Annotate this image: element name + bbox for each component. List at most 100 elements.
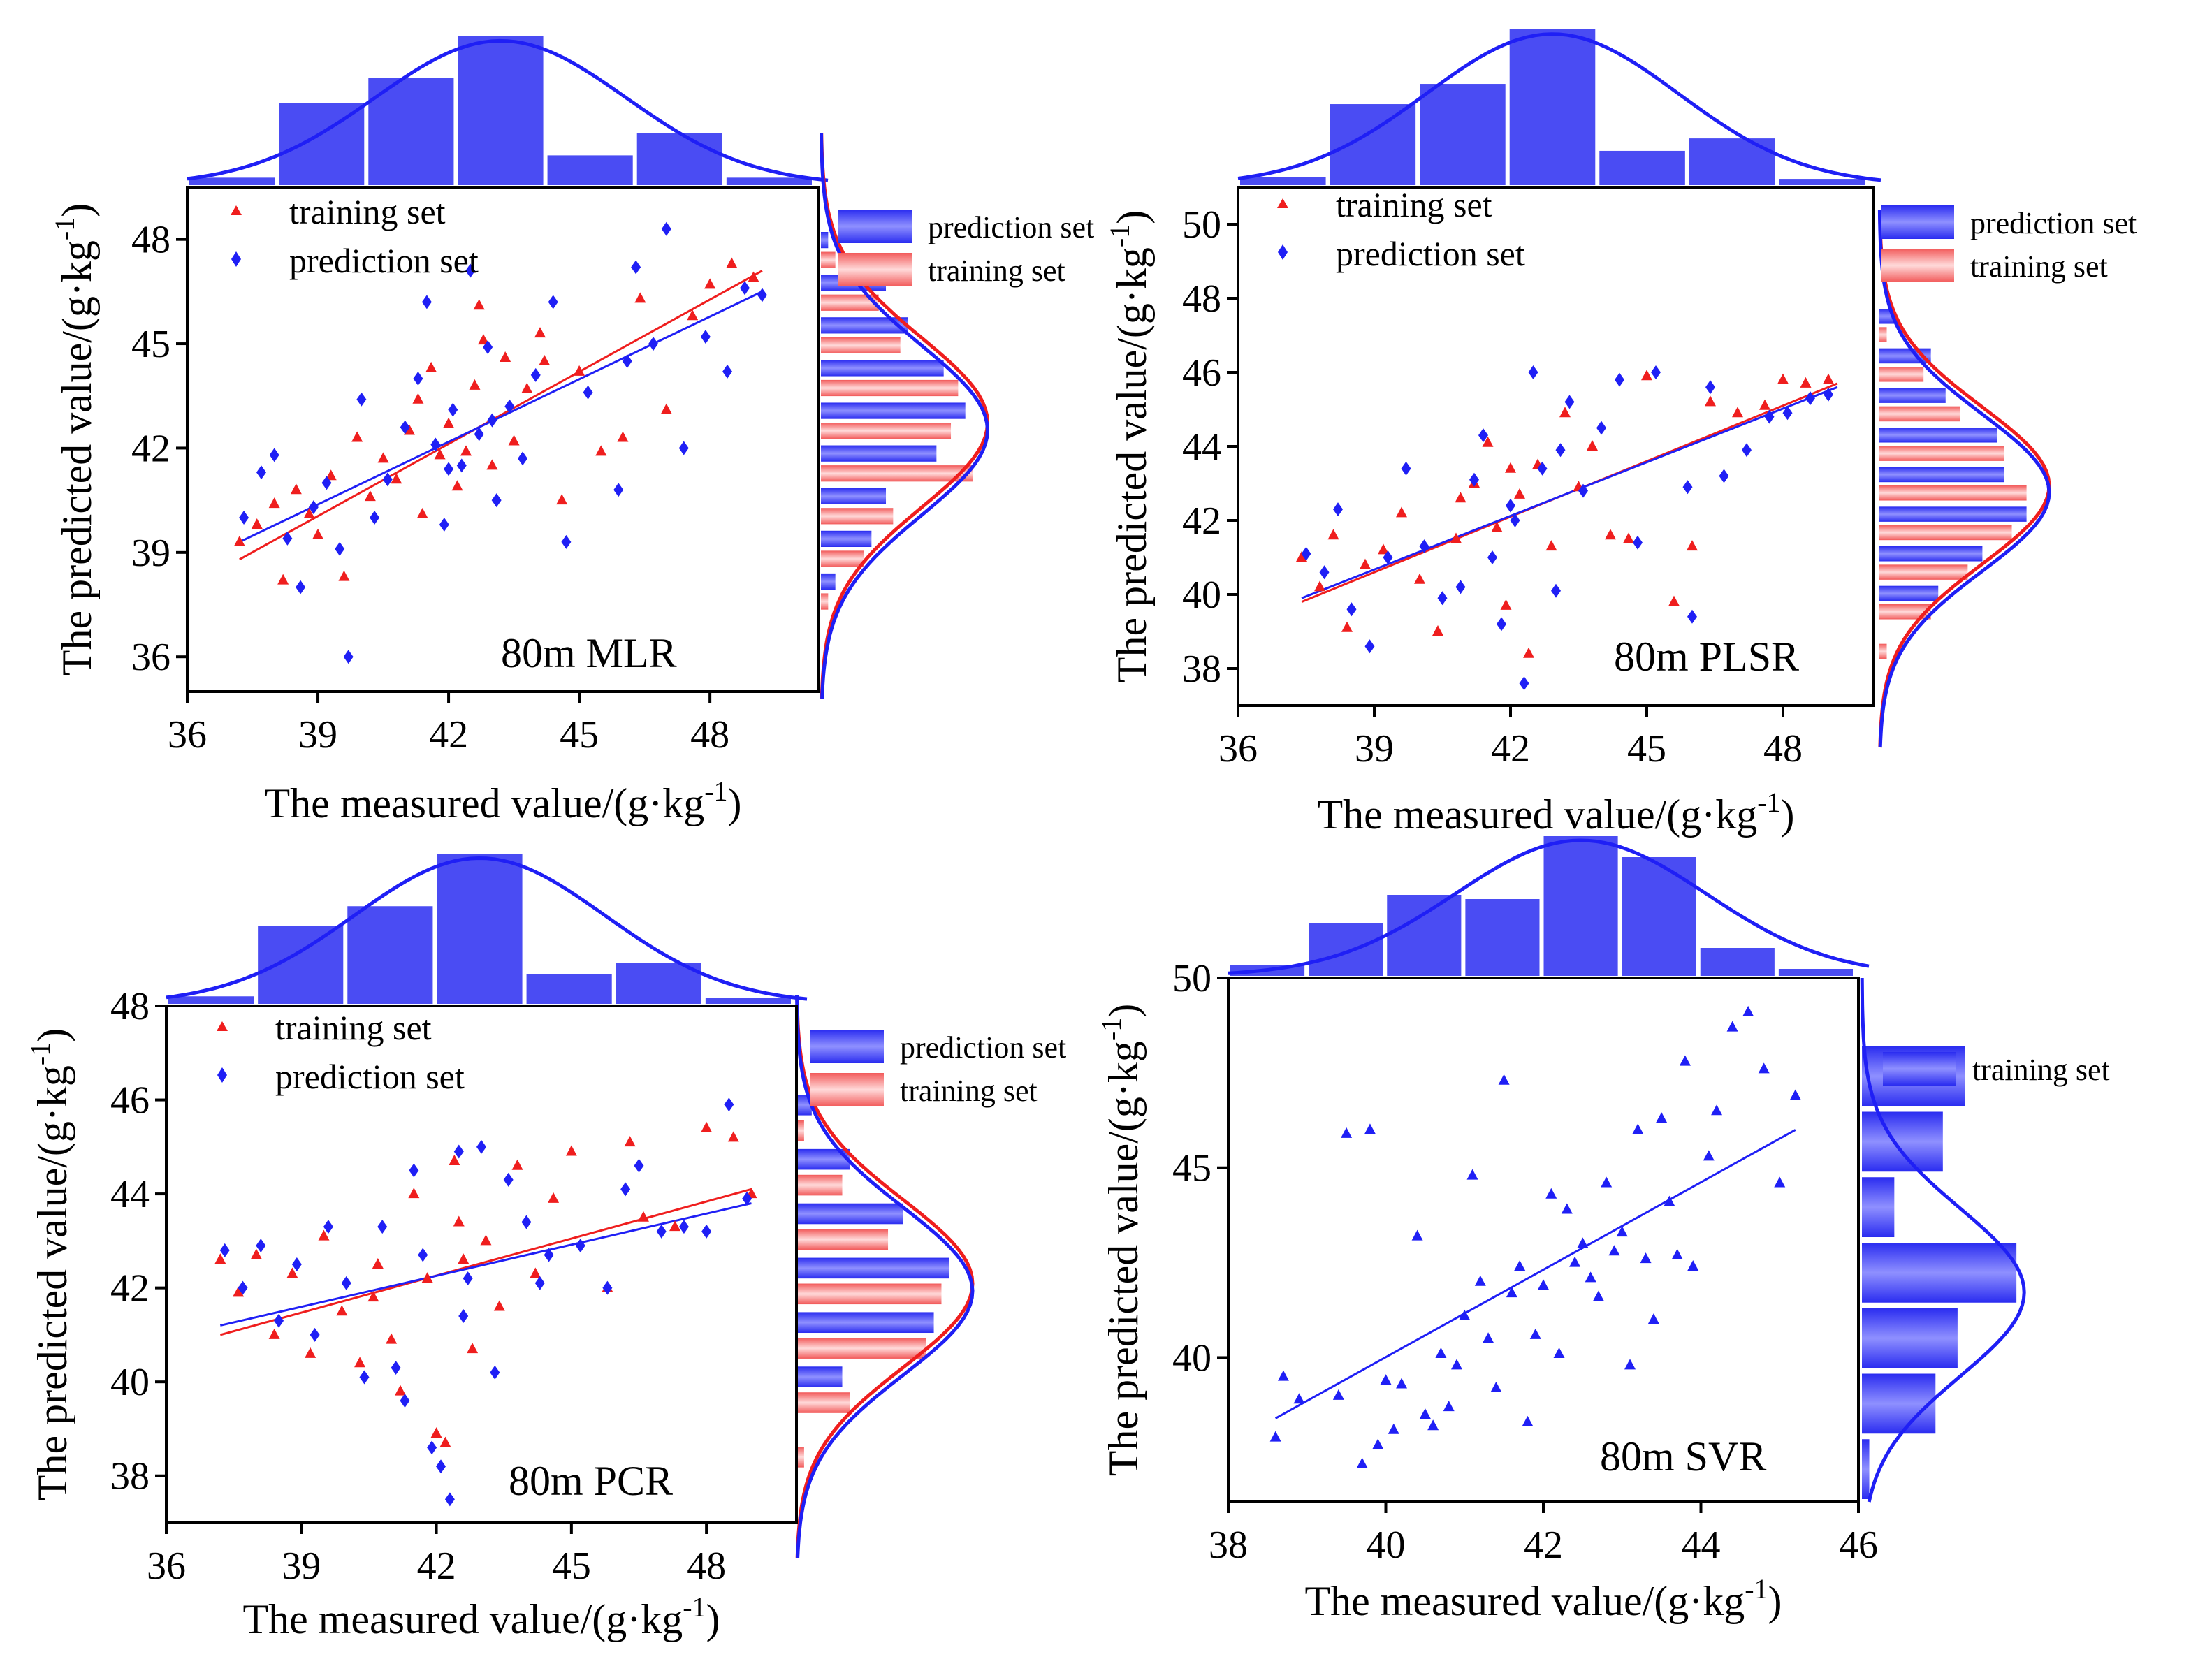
point-diamond — [622, 353, 632, 368]
top-hist-bar — [726, 177, 812, 185]
point-triangle — [377, 452, 389, 463]
point-triangle — [1500, 599, 1512, 610]
point-diamond — [678, 441, 689, 455]
point-diamond — [724, 1097, 734, 1112]
point-diamond — [291, 1257, 302, 1271]
side-density-curve-training — [795, 995, 975, 1558]
y-axis-title-end: ) — [1109, 210, 1155, 224]
point-triangle — [1419, 1408, 1431, 1419]
point-triangle — [726, 257, 738, 268]
x-axis-title: The measured value/(g·kg-1) — [1304, 1573, 1782, 1624]
point-diamond — [1615, 372, 1624, 387]
legend-label: training set — [1336, 185, 1492, 224]
point-triangle — [1455, 492, 1466, 503]
point-triangle — [268, 1328, 280, 1339]
point-triangle — [534, 327, 546, 338]
point-diamond — [1764, 409, 1775, 424]
point-triangle — [1585, 1271, 1596, 1283]
point-diamond — [575, 1239, 585, 1253]
point-triangle — [1269, 1431, 1281, 1442]
point-diamond — [274, 1313, 284, 1328]
point-diamond — [491, 493, 502, 508]
top-hist-bar — [616, 963, 701, 1004]
point-diamond — [456, 458, 467, 473]
point-diamond — [310, 1327, 320, 1342]
point-triangle — [1314, 580, 1325, 592]
y-axis-title-end: ) — [1100, 1004, 1147, 1018]
point-triangle — [1679, 1055, 1691, 1066]
point-diamond — [1506, 498, 1515, 513]
point-triangle — [469, 379, 481, 390]
point-diamond — [518, 451, 528, 466]
point-diamond — [483, 340, 493, 355]
point-diamond — [341, 1276, 351, 1290]
point-triangle — [1474, 1275, 1486, 1286]
top-hist-bar — [1465, 899, 1540, 976]
top-hist-bar — [1387, 895, 1462, 976]
point-diamond — [439, 517, 449, 532]
side-hist-bar-prediction — [1879, 388, 1946, 403]
point-diamond — [1651, 365, 1661, 379]
x-axis-title-sup: -1 — [1745, 1573, 1768, 1605]
fit-line — [219, 1202, 752, 1327]
point-diamond — [1319, 565, 1330, 580]
side-hist-bar-training — [796, 1120, 804, 1141]
point-diamond — [444, 1492, 455, 1507]
point-diamond — [1383, 550, 1393, 564]
top-density-curve — [187, 38, 829, 182]
point-triangle — [1427, 1419, 1439, 1431]
point-triangle — [430, 1427, 442, 1438]
point-diamond — [1497, 617, 1506, 631]
top-hist-bar — [1689, 138, 1775, 185]
point-triangle — [1640, 1252, 1652, 1264]
y-tick-label: 40 — [1182, 574, 1221, 617]
point-triangle — [403, 424, 415, 435]
y-tick-label: 48 — [110, 985, 150, 1028]
point-triangle — [338, 570, 350, 581]
side-hist-bar-prediction — [821, 232, 829, 249]
point-triangle — [1522, 1415, 1534, 1426]
x-tick-label: 42 — [417, 1544, 456, 1588]
x-axis-title-end: ) — [728, 780, 742, 826]
panel-pcr: 36 39 42 45 48 38 40 42 44 46 48 training set predic… — [24, 854, 1066, 1642]
point-triangle — [1529, 1328, 1541, 1339]
x-tick-label: 36 — [168, 713, 207, 757]
point-diamond — [421, 295, 432, 309]
point-triangle — [1505, 462, 1516, 473]
point-triangle — [1742, 1005, 1754, 1016]
point-diamond — [476, 1139, 486, 1154]
legend-side-label: training set — [928, 254, 1065, 288]
point-triangle — [634, 292, 646, 303]
y-axis-title-main: The predicted value/(g·kg — [54, 240, 100, 675]
y-axis-title: The predicted value/(g·kg-1) — [49, 203, 100, 675]
y-tick-label: 44 — [1182, 425, 1221, 469]
point-triangle — [1656, 1112, 1668, 1123]
point-diamond — [238, 1280, 248, 1295]
point-triangle — [1759, 399, 1770, 410]
y-axis-title-end: ) — [29, 1028, 75, 1042]
side-hist-bar-prediction — [796, 1312, 934, 1334]
side-hist-bar-prediction — [821, 530, 872, 547]
point-diamond — [1551, 583, 1561, 598]
top-density-curve — [1228, 838, 1870, 975]
panel-title: 80m SVR — [1600, 1433, 1766, 1480]
point-triangle — [1647, 1313, 1659, 1324]
point-triangle — [386, 1333, 398, 1344]
point-diamond — [583, 385, 593, 400]
point-triangle — [312, 528, 324, 539]
point-triangle — [1296, 551, 1307, 562]
top-hist-bar — [168, 996, 254, 1004]
point-triangle — [416, 508, 428, 519]
point-diamond — [418, 1248, 428, 1262]
point-diamond — [1824, 387, 1833, 402]
point-triangle — [521, 382, 533, 393]
x-axis-title-main: The measured value/(g·kg — [264, 780, 704, 826]
panel-mlr: 36 39 42 45 48 36 39 42 45 48 training set predicti… — [49, 36, 1094, 826]
fit-line — [239, 291, 763, 543]
point-triangle — [1687, 540, 1698, 551]
side-hist-bar-prediction — [1879, 585, 1939, 601]
panel-title: 80m PLSR — [1614, 634, 1799, 680]
top-hist-bar — [258, 926, 344, 1004]
point-triangle — [268, 497, 280, 509]
point-triangle — [458, 1253, 470, 1264]
